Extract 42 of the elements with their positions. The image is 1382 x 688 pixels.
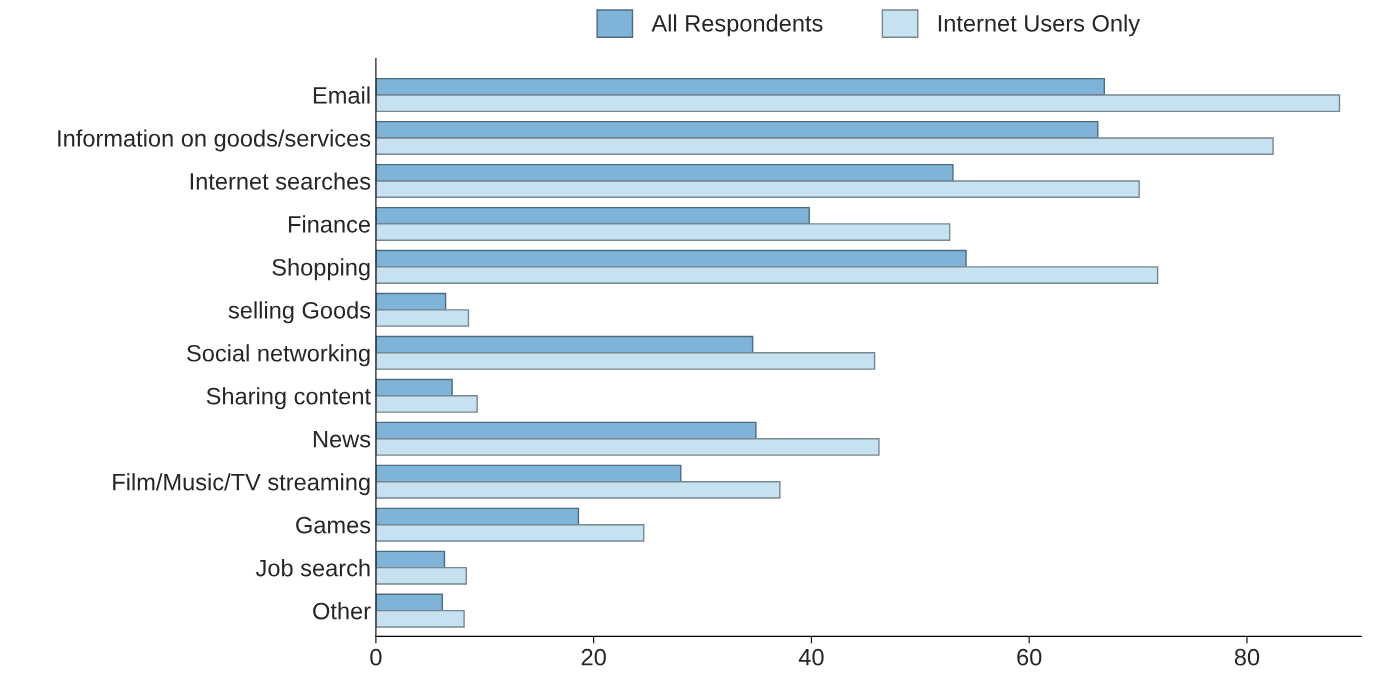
- bar: [375, 352, 876, 370]
- legend-label: Internet Users Only: [938, 14, 1141, 37]
- bar: [375, 223, 951, 241]
- bar: [375, 609, 465, 628]
- bar: [375, 523, 645, 542]
- bar: [375, 395, 478, 413]
- bar: [375, 94, 1341, 113]
- y-tick-label: Sharing content: [206, 387, 371, 410]
- bar: [375, 335, 754, 354]
- y-tick-label: Other: [313, 602, 371, 620]
- y-tick-label: Games: [296, 516, 371, 534]
- y-tick-label: Email: [313, 86, 370, 104]
- x-tick-label: 20: [581, 648, 606, 666]
- x-tick-label: 60: [1017, 648, 1042, 666]
- bar: [375, 180, 1140, 198]
- bar: [375, 137, 1274, 155]
- bar: [375, 163, 954, 182]
- y-tick-label: Film/Music/TV streaming: [113, 473, 370, 496]
- y-tick-label: selling Goods: [228, 301, 371, 324]
- bar: [375, 421, 757, 440]
- y-tick-label: Shopping: [272, 258, 370, 281]
- y-tick-label: Social networking: [187, 344, 370, 367]
- x-tick-label: 0: [370, 648, 382, 666]
- legend-label: All Respondents: [651, 14, 823, 37]
- bar: [375, 120, 1099, 139]
- bar: [375, 206, 810, 225]
- y-tick-label: News: [313, 431, 371, 448]
- x-tick-label: 80: [1234, 648, 1260, 666]
- y-tick-label: Finance: [288, 215, 370, 233]
- bar: [375, 249, 967, 268]
- y-tick-label: Information on goods/services: [58, 129, 371, 152]
- bar: [375, 266, 1159, 284]
- bar: [375, 309, 470, 327]
- bar: [375, 77, 1106, 96]
- bar: [375, 481, 781, 499]
- bar: [375, 507, 580, 526]
- x-tick-label: 40: [798, 648, 824, 666]
- y-tick-label: Internet searches: [190, 172, 371, 190]
- bar: [375, 464, 682, 483]
- bar: [375, 438, 880, 456]
- y-tick-label: Job search: [255, 559, 370, 577]
- bar: [375, 566, 467, 585]
